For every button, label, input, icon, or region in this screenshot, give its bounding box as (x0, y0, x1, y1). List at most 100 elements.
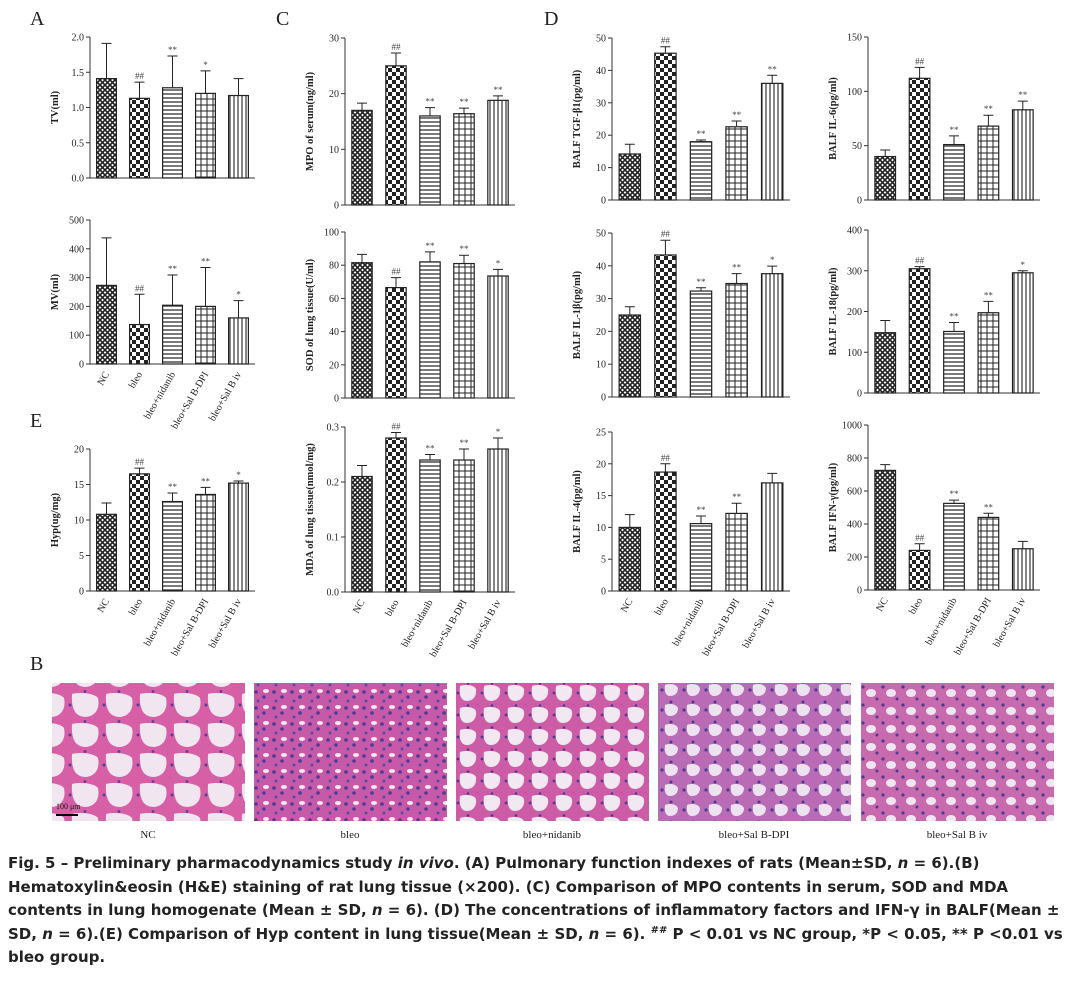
x-tick-label: bleo+Sal B iv (207, 597, 244, 650)
bar (943, 143, 965, 201)
bar (943, 502, 965, 591)
y-tick-label: 400 (847, 520, 862, 531)
caption-text: Fig. 5 – Preliminary pharmacodynamics st… (8, 854, 398, 872)
significance-label: ** (201, 476, 211, 486)
histology-label: bleo (341, 829, 360, 841)
error-bar (459, 448, 469, 460)
significance-label: * (236, 470, 241, 480)
y-axis-label: BALF IL-18(pg/ml) (828, 267, 839, 355)
x-tick-label: bleo+Sal B iv (207, 370, 244, 423)
bar (618, 526, 642, 592)
x-tick-label: NC (874, 596, 891, 614)
bar (453, 459, 475, 593)
y-tick-label: 10 (329, 145, 339, 156)
y-tick-label: 400 (69, 244, 84, 255)
bar (689, 290, 713, 398)
y-tick-label: 0 (79, 587, 84, 598)
y-tick-label: 50 (852, 141, 862, 152)
error-bar (660, 46, 671, 54)
y-tick-label: 0.3 (327, 423, 340, 434)
caption-text: n (588, 924, 600, 943)
error-bar (493, 437, 503, 449)
x-tick-label: bleo+nidanib (400, 598, 436, 649)
significance-label: ** (984, 104, 994, 114)
caption-text: = 6).(B) Hematoxylin&eosin (H&E) stainin… (8, 854, 1009, 919)
bar (129, 323, 151, 365)
bar (618, 314, 642, 398)
error-bar (731, 502, 742, 514)
y-axis-label: MPO of serum(ng/ml) (305, 71, 316, 171)
error-bar (949, 499, 959, 504)
bar (385, 65, 407, 206)
y-tick-label: 200 (847, 553, 862, 564)
significance-label: * (496, 258, 501, 268)
y-tick-label: 0 (857, 196, 862, 207)
panel-label: C (276, 8, 289, 30)
error-bar (880, 149, 891, 157)
bar (977, 125, 1000, 201)
y-tick-label: 40 (329, 327, 339, 338)
significance-label: ** (950, 312, 960, 322)
significance-label: ** (950, 125, 960, 135)
error-bar (101, 502, 112, 515)
significance-label: ** (950, 489, 960, 499)
error-bar (357, 465, 367, 477)
significance-label: ** (697, 277, 707, 287)
y-tick-label: 20 (329, 89, 339, 100)
significance-label: ** (426, 241, 436, 251)
x-tick-label: bleo (127, 597, 145, 617)
significance-label: ** (460, 438, 470, 448)
error-bar (200, 70, 211, 94)
significance-label: ## (135, 457, 145, 467)
x-tick-label: bleo (907, 596, 925, 616)
figure: A C D E B 100 μm NC bleo bleo+nidanib bl… (30, 8, 1054, 841)
error-bar (696, 515, 706, 524)
y-tick-label: 20 (596, 327, 606, 338)
significance-label: ** (168, 264, 178, 274)
error-bar (134, 467, 145, 474)
y-axis-label: SOD of lung tissue(U/ml) (305, 258, 316, 371)
x-tick-label: bleo+Sal B-DPI (701, 597, 743, 658)
y-tick-label: 10 (596, 163, 606, 174)
significance-label: ## (915, 56, 925, 66)
x-tick-label: bleo+Sal B iv (991, 596, 1028, 649)
significance-label: ** (697, 505, 707, 515)
error-bar (167, 274, 178, 306)
error-bar (459, 254, 469, 264)
bar (487, 99, 509, 206)
error-bar (983, 512, 994, 518)
bar (908, 268, 931, 394)
significance-label: * (203, 60, 208, 70)
bar (162, 304, 184, 365)
error-bar (767, 74, 778, 84)
panel-label: E (30, 410, 42, 432)
y-tick-label: 600 (847, 487, 862, 498)
significance-label: ** (984, 502, 994, 512)
error-bar (660, 463, 671, 473)
error-bar (914, 66, 925, 79)
y-tick-label: 20 (329, 360, 339, 371)
y-tick-label: 400 (847, 226, 862, 237)
bar (1011, 109, 1034, 201)
error-bar (167, 55, 178, 88)
chart: 0 5 10 15 20 25 BALF IL-4(pg/ml) NC ## bleo ** bleo… (572, 428, 790, 658)
y-tick-label: 0.2 (327, 478, 340, 489)
significance-label: * (236, 290, 241, 300)
y-tick-label: 0.5 (72, 138, 85, 149)
y-axis-label: BALF IL-1β(pg/ml) (572, 270, 583, 359)
bar (95, 513, 117, 592)
panel-label: A (30, 8, 45, 30)
significance-label: ** (460, 244, 470, 254)
bar (760, 82, 784, 201)
bar (351, 475, 373, 593)
y-tick-label: 20 (596, 131, 606, 142)
bar (725, 282, 748, 398)
y-tick-label: 200 (69, 302, 84, 313)
y-tick-label: 20 (596, 459, 606, 470)
error-bar (425, 251, 435, 262)
x-tick-label: bleo+Sal B-DPI (428, 598, 470, 659)
bar (487, 448, 509, 593)
bar (228, 94, 250, 179)
